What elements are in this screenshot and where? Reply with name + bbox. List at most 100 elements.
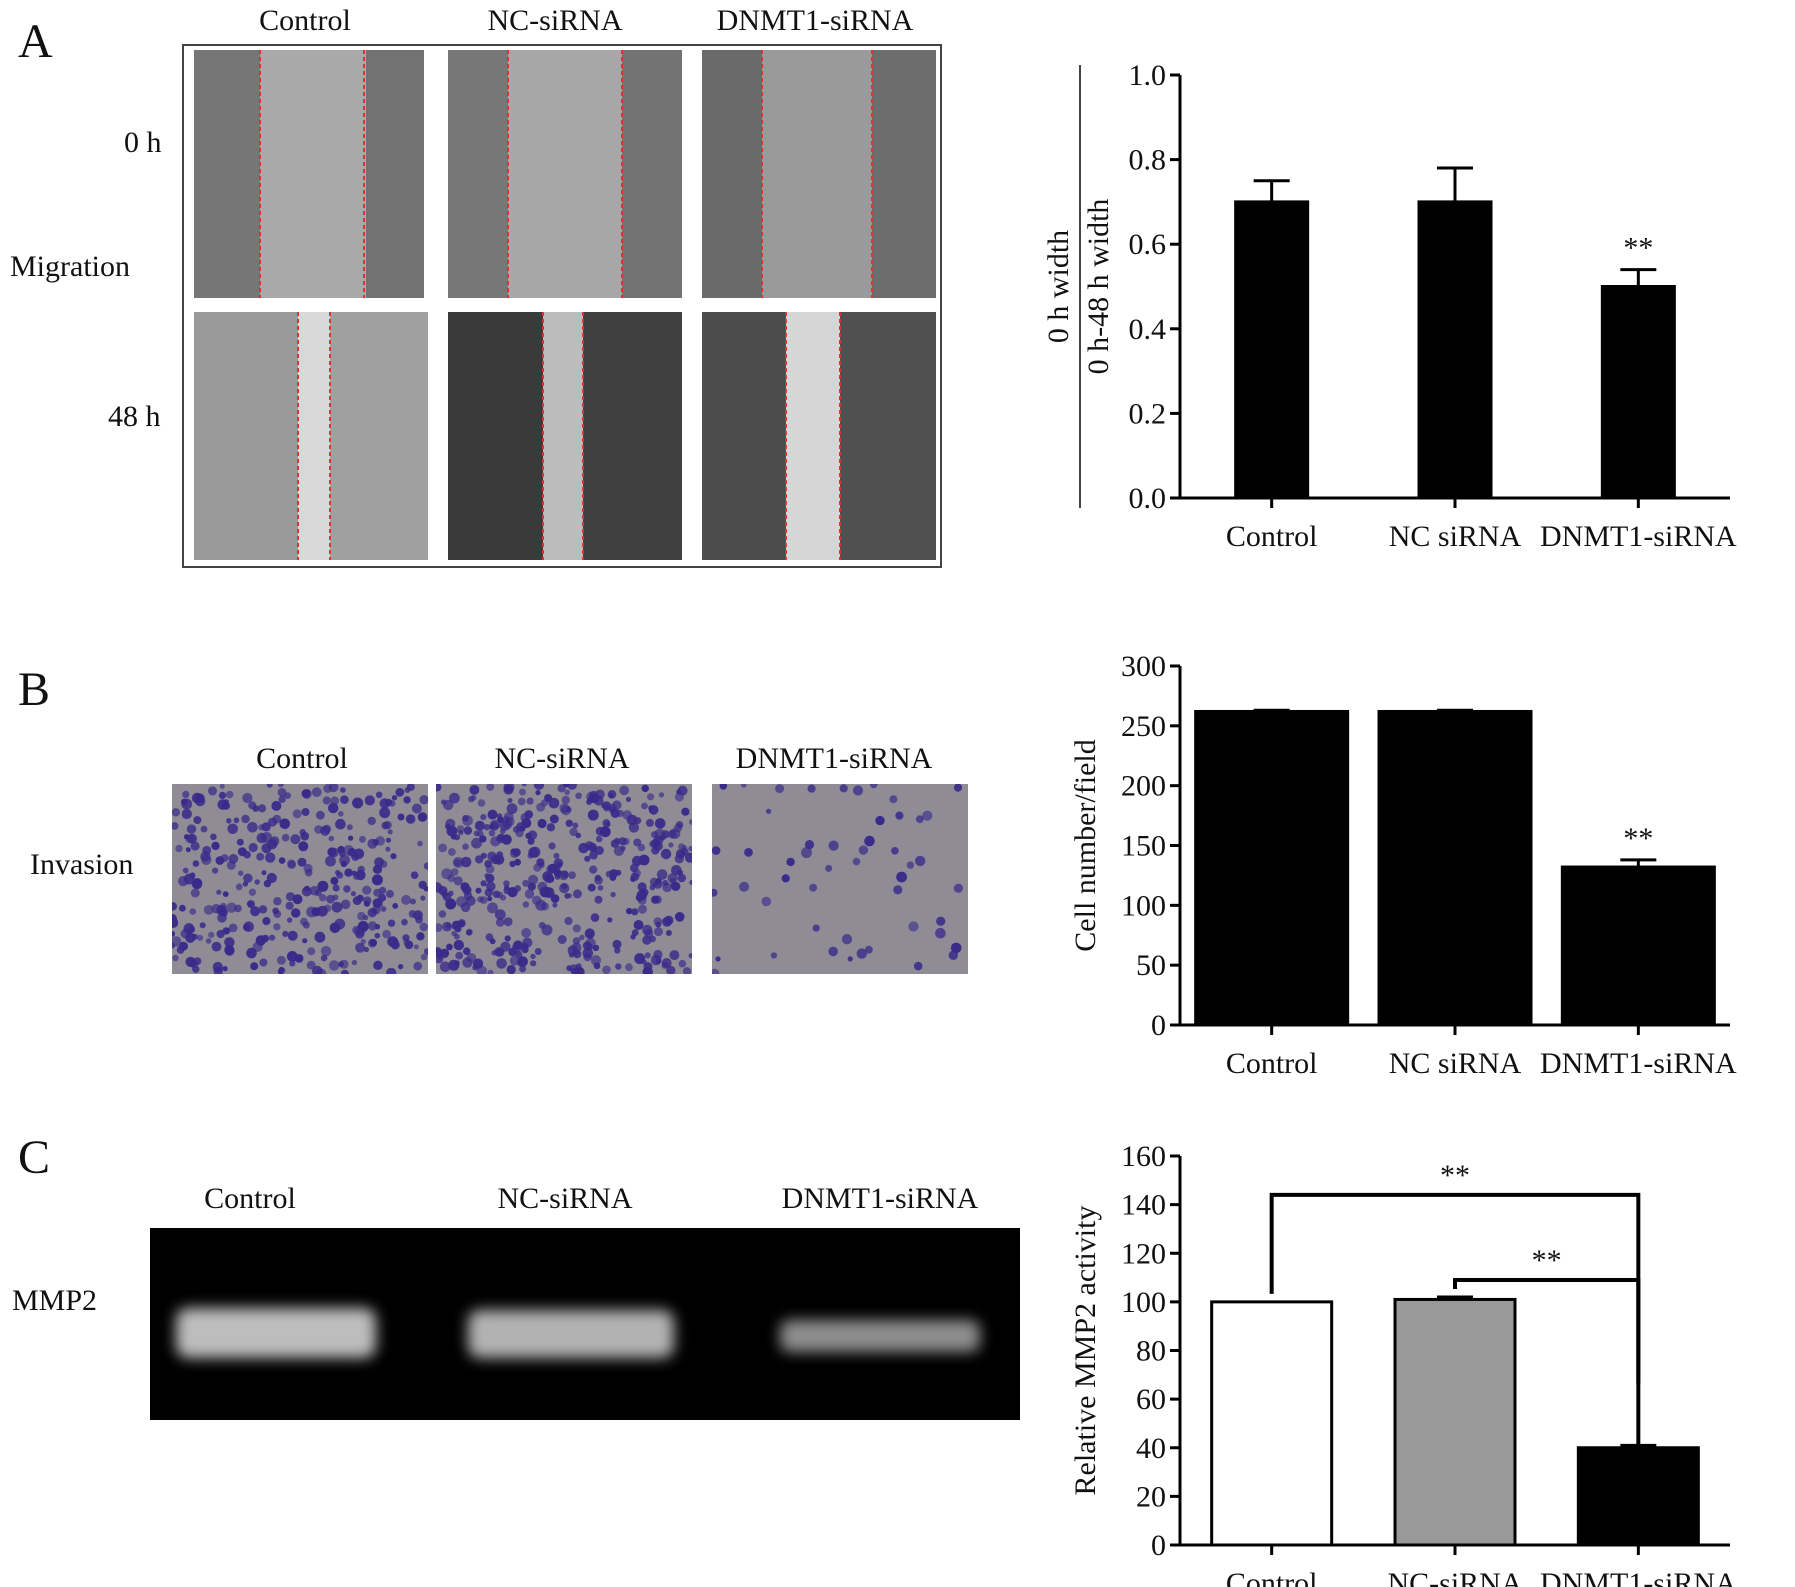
invaded-cell: [385, 837, 392, 843]
invaded-cell: [302, 921, 310, 929]
y-tick-label: 150: [1121, 830, 1166, 863]
y-tick-label: 100: [1121, 1286, 1166, 1319]
invaded-cell: [302, 938, 308, 944]
invaded-cell: [446, 943, 453, 951]
invaded-cell: [281, 833, 290, 842]
invaded-cell: [393, 938, 399, 945]
invaded-cell: [501, 834, 512, 845]
invaded-cell: [812, 924, 820, 932]
invaded-cell: [387, 919, 396, 927]
invaded-cell: [653, 841, 663, 851]
invaded-cell: [417, 812, 428, 822]
invaded-cell: [269, 934, 276, 941]
invaded-cell: [367, 816, 376, 826]
invaded-cell: [178, 876, 189, 887]
zymography-condition-label-nc-sirna: NC-siRNA: [497, 1182, 633, 1215]
invaded-cell: [953, 784, 963, 792]
invaded-cell: [495, 918, 505, 927]
invaded-cell: [653, 895, 662, 904]
invaded-cell: [908, 921, 919, 932]
invaded-cell: [554, 864, 561, 871]
invaded-cell: [509, 860, 516, 868]
invaded-cell: [343, 885, 351, 893]
invaded-cell: [200, 825, 208, 833]
invaded-cell: [255, 935, 266, 946]
invaded-cell: [362, 885, 372, 895]
invaded-cell: [490, 819, 501, 830]
invaded-cell: [619, 785, 630, 796]
invaded-cell: [401, 894, 412, 905]
invaded-cell: [314, 889, 322, 897]
invaded-cell: [953, 883, 963, 893]
invaded-cell: [372, 864, 383, 874]
invaded-cell: [613, 845, 624, 856]
invaded-cell: [468, 795, 475, 803]
invaded-cell: [267, 839, 278, 850]
invaded-cell: [654, 927, 663, 937]
invaded-cell: [474, 820, 485, 831]
invaded-cell: [436, 923, 443, 932]
invaded-cell: [532, 895, 542, 905]
invaded-cell: [550, 894, 560, 903]
invaded-cell: [357, 865, 365, 874]
invaded-cell: [320, 954, 328, 962]
invaded-cell: [233, 817, 240, 824]
invaded-cell: [660, 848, 672, 860]
invaded-cell: [436, 954, 444, 964]
invaded-cell: [286, 917, 293, 923]
invaded-cell: [594, 874, 602, 882]
invaded-cell: [479, 896, 488, 904]
invaded-cell: [715, 956, 721, 962]
invaded-cell: [336, 871, 344, 879]
invaded-cell: [224, 927, 231, 935]
invaded-cell: [340, 969, 349, 974]
invaded-cell: [372, 839, 379, 846]
invaded-cell: [587, 809, 599, 821]
y-tick-label: 20: [1136, 1480, 1166, 1513]
invaded-cell: [566, 893, 573, 899]
bar: [1417, 200, 1493, 500]
invaded-cell: [684, 852, 692, 863]
invaded-cell: [226, 902, 237, 913]
invaded-cell: [674, 854, 684, 864]
invaded-cell: [322, 796, 331, 805]
invaded-cell: [517, 797, 526, 806]
invaded-cell: [462, 843, 469, 850]
invaded-cell: [564, 916, 573, 926]
invaded-cell: [225, 790, 234, 799]
invaded-cell: [893, 885, 903, 895]
invaded-cell: [226, 818, 232, 824]
invaded-cell: [591, 846, 597, 852]
invaded-cell: [541, 799, 549, 807]
invaded-cell: [224, 945, 235, 956]
invaded-cell: [712, 888, 718, 897]
invaded-cell: [337, 845, 345, 854]
invaded-cell: [869, 784, 878, 789]
invasion-image-nc-sirna: [436, 784, 692, 974]
invaded-cell: [211, 941, 222, 952]
invaded-cell: [688, 845, 692, 852]
invaded-cell: [483, 824, 491, 831]
invaded-cell: [449, 792, 460, 804]
invaded-cell: [936, 916, 946, 926]
invaded-cell: [326, 894, 335, 904]
invaded-cell: [352, 797, 364, 809]
invasion-condition-label-dnmt1-sirna: DNMT1-siRNA: [735, 742, 933, 775]
invaded-cell: [340, 787, 346, 793]
invaded-cell: [804, 840, 815, 850]
invaded-cell: [385, 846, 391, 852]
invaded-cell: [191, 933, 198, 940]
invaded-cell: [865, 945, 873, 954]
invaded-cell: [203, 905, 214, 915]
invaded-cell: [595, 835, 603, 843]
invaded-cell: [279, 818, 291, 830]
invaded-cell: [647, 793, 655, 801]
invaded-cell: [775, 784, 785, 794]
invaded-cell: [528, 847, 539, 858]
y-tick-label: 250: [1121, 710, 1166, 743]
invaded-cell: [472, 964, 479, 971]
invaded-cell: [507, 798, 513, 803]
x-tick-label: NC-siRNA: [1387, 1567, 1522, 1587]
invaded-cell: [741, 784, 747, 788]
invaded-cell: [564, 789, 570, 796]
